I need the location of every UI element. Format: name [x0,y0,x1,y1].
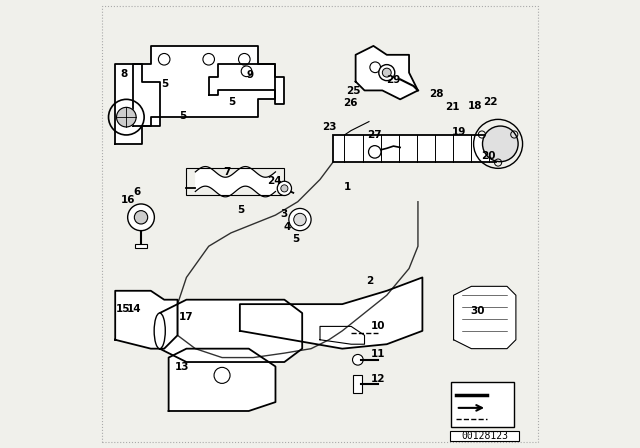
Circle shape [353,354,363,365]
Text: 6: 6 [134,187,141,197]
Text: 14: 14 [127,305,141,314]
Circle shape [382,68,391,77]
Bar [333,135,496,162]
Polygon shape [115,64,160,144]
Bar [353,375,362,393]
Text: 29: 29 [387,75,401,85]
Circle shape [116,108,136,127]
Text: 9: 9 [246,70,253,80]
Polygon shape [356,46,418,99]
Text: 2: 2 [366,276,374,286]
Text: 17: 17 [179,312,194,322]
Text: 16: 16 [120,194,135,205]
Bar [451,382,514,426]
Text: 5: 5 [161,79,169,89]
Polygon shape [115,291,177,349]
Text: 24: 24 [268,176,282,186]
Circle shape [483,126,518,162]
Circle shape [289,208,311,231]
Text: 8: 8 [120,69,128,78]
Text: 3: 3 [281,209,288,219]
Text: 5: 5 [237,205,244,215]
Bar [186,168,284,195]
Polygon shape [133,46,275,126]
Text: 11: 11 [371,349,385,359]
Polygon shape [168,349,275,411]
Text: 00128123: 00128123 [461,431,508,441]
Circle shape [281,185,288,192]
Circle shape [369,146,381,158]
Text: 10: 10 [371,320,385,331]
Text: 5: 5 [179,111,186,121]
Text: 21: 21 [445,102,460,112]
Ellipse shape [154,313,165,349]
Text: 13: 13 [175,362,189,372]
Text: 19: 19 [452,127,466,137]
Text: 20: 20 [481,151,495,161]
Polygon shape [454,286,516,349]
Circle shape [127,204,154,231]
Text: 28: 28 [429,89,444,99]
Polygon shape [240,277,422,349]
Circle shape [379,65,395,81]
Text: 22: 22 [483,97,497,107]
Text: 15: 15 [116,305,131,314]
Text: 27: 27 [367,130,381,140]
Text: 30: 30 [470,306,485,316]
Polygon shape [160,300,302,362]
Circle shape [134,211,148,224]
Text: 12: 12 [371,374,385,384]
Circle shape [277,181,291,195]
Circle shape [294,213,306,226]
Text: 1: 1 [344,181,351,192]
Text: 25: 25 [346,86,360,96]
Bar [451,431,520,441]
Bar [135,244,147,249]
Text: 23: 23 [322,122,336,132]
Text: 5: 5 [228,97,236,107]
Polygon shape [209,64,284,104]
Polygon shape [320,327,365,344]
Text: 18: 18 [468,100,482,111]
Text: 26: 26 [343,98,358,108]
Text: 7: 7 [223,167,230,177]
Text: 5: 5 [292,234,300,244]
Text: 4: 4 [284,222,291,232]
